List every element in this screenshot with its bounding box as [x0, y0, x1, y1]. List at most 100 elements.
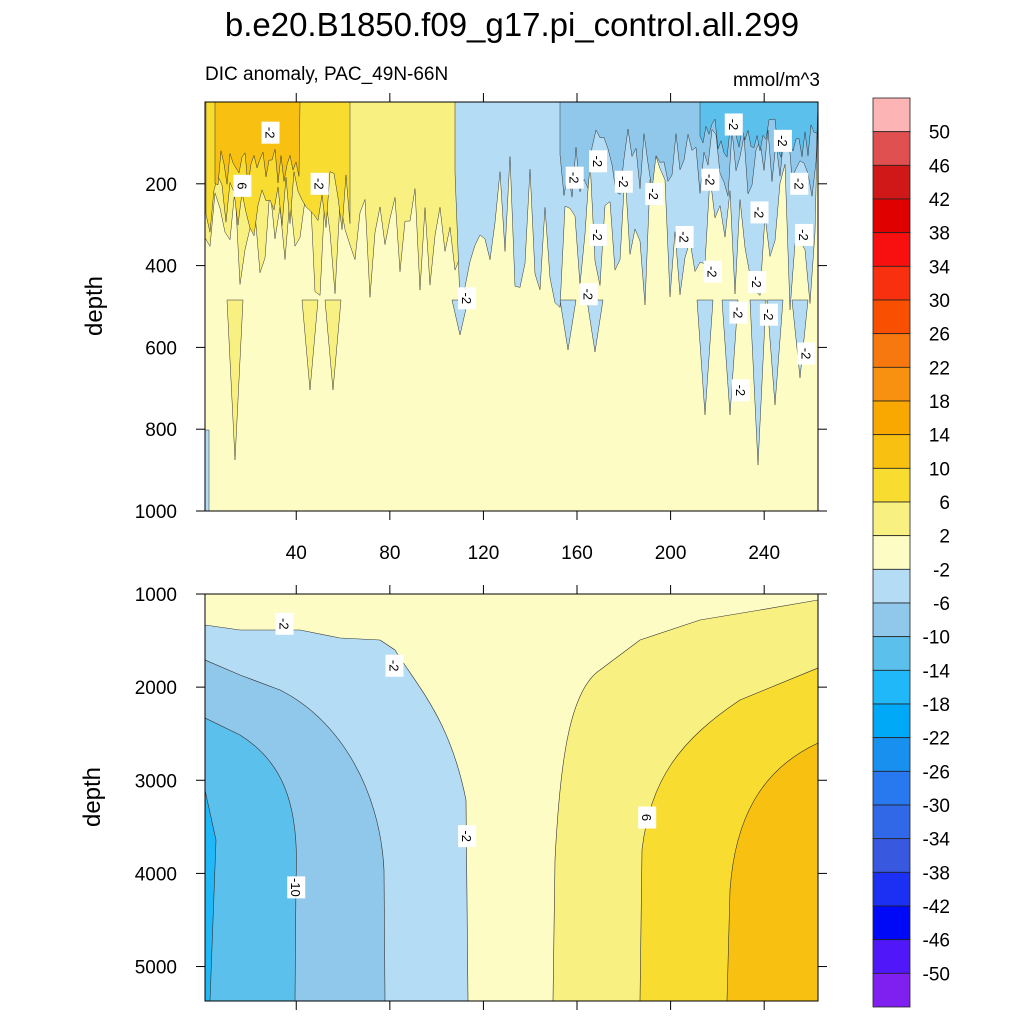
contour-label-text: -2: [459, 293, 474, 305]
colorbar-label: 26: [929, 325, 950, 346]
contour-label-text: -2: [705, 266, 720, 278]
colorbar-swatch: [872, 232, 911, 267]
y-tick-label: 4000: [135, 864, 177, 885]
contour-label: -2: [797, 342, 816, 365]
colorbar-label: 38: [929, 224, 950, 245]
contour-label: -2: [579, 283, 598, 306]
colorbar-swatch: [872, 164, 911, 200]
colorbar-label: -14: [923, 661, 951, 682]
contour-label-box: [589, 223, 608, 246]
lower-panel: 1000 2000 3000 4000 5000 depth -2 -2 -2 -10 6: [79, 585, 827, 1010]
colorbar-swatch: [872, 804, 911, 840]
contour-label-box: [797, 342, 816, 365]
upper-edge-anomaly: [205, 429, 210, 511]
contour-label: -2: [385, 654, 404, 677]
upper-spike: [226, 299, 244, 461]
contour-label-text: -2: [277, 618, 292, 630]
upper-spike: [766, 299, 784, 406]
contour-label: -2: [701, 168, 720, 191]
contour-label-box: [759, 303, 778, 326]
colorbar-label: 50: [929, 123, 950, 144]
colorbar-label: -2: [933, 560, 950, 581]
contour-label-text: -2: [387, 660, 402, 672]
y-tick-label: 1000: [135, 585, 177, 606]
contour-label: 6: [233, 174, 252, 197]
colorbar-swatch: [872, 871, 911, 907]
contour-label-text: 6: [234, 182, 249, 189]
colorbar-swatch: [872, 333, 911, 368]
colorbar-label: 14: [929, 426, 951, 447]
upper-contour-fill: [205, 102, 818, 511]
contour-label-box: [385, 654, 404, 677]
contour-label-box: [703, 260, 722, 283]
contour-label: -2: [675, 225, 694, 248]
chart-units-label: mmol/m^3: [733, 70, 820, 91]
contour-label-text: -2: [761, 309, 776, 321]
contour-label-text: -2: [567, 172, 582, 184]
contour-label-text: -2: [791, 178, 806, 190]
contour-label: -2: [773, 129, 792, 152]
contour-label: -2: [790, 172, 809, 195]
y-tick-label: 200: [145, 175, 177, 196]
contour-label-text: -2: [459, 830, 474, 842]
contour-label-box: [287, 876, 306, 899]
colorbar-swatch: [872, 602, 911, 638]
contour-label-box: [773, 129, 792, 152]
colorbar-swatch: [872, 501, 911, 537]
colorbar-label: -6: [933, 594, 950, 615]
colorbar-swatch: [872, 905, 911, 941]
contour-label-text: -2: [590, 156, 605, 168]
colorbar-label: -26: [923, 762, 950, 783]
colorbar-label: -10: [923, 628, 950, 649]
contour-label: -2: [614, 170, 633, 193]
chart-subtitle-left: DIC anomaly, PAC_49N-66N: [205, 64, 448, 85]
contour-label: -2: [759, 303, 778, 326]
colorbar-swatch: [872, 299, 911, 335]
contour-label-text: -2: [590, 229, 605, 241]
contour-label-text: -2: [581, 288, 596, 300]
colorbar-label: 46: [929, 156, 950, 177]
contour-label-text: -2: [726, 119, 741, 131]
contour-label-box: [724, 113, 743, 136]
y-tick-label: 400: [145, 257, 177, 278]
colorbar-label: 18: [929, 392, 950, 413]
x-tick-label: 120: [468, 543, 500, 564]
contour-label: -2: [794, 223, 813, 246]
contour-label-text: -2: [798, 348, 813, 360]
contour-label-box: [729, 301, 748, 324]
colorbar-swatch: [872, 770, 911, 806]
colorbar-label: 34: [929, 257, 951, 278]
colorbar-label: -30: [923, 796, 950, 817]
colorbar-swatch: [872, 669, 911, 705]
contour-label-text: -2: [263, 127, 278, 139]
contour-label: -2: [750, 201, 769, 224]
contour-label-text: -2: [733, 385, 748, 397]
contour-label: -2: [731, 379, 750, 402]
colorbar-swatch: [872, 703, 911, 739]
x-tick-label: 40: [286, 543, 307, 564]
contour-label: -2: [458, 825, 477, 848]
colorbar-swatch: [872, 131, 911, 166]
contour-label: -2: [729, 301, 748, 324]
colorbar-label: 10: [929, 459, 950, 480]
contour-label-box: [731, 379, 750, 402]
contour-label: -2: [589, 150, 608, 173]
upper-y-axis-label: depth: [81, 276, 108, 336]
contour-label-box: [565, 166, 584, 189]
contour-label-box: [701, 168, 720, 191]
colorbar-swatch: [872, 737, 911, 772]
x-tick-label: 160: [561, 543, 593, 564]
upper-spike: [791, 299, 809, 379]
upper-contour-labels: -26 -2-2-2-2-2-2-2-2-2-2-2-2-2-2-2-2-2-2-…: [233, 113, 816, 402]
upper-spike: [749, 299, 767, 466]
contour-label-box: [645, 183, 664, 206]
contour-label-box: [794, 223, 813, 246]
colorbar-swatch: [872, 535, 911, 570]
contour-label: -2: [275, 612, 294, 635]
colorbar-label: -38: [923, 863, 950, 884]
colorbar-label: -22: [923, 729, 950, 750]
colorbar-label: -42: [923, 897, 950, 918]
colorbar-swatch: [872, 972, 911, 1008]
colorbar-swatch: [872, 939, 911, 974]
colorbar-swatch: [872, 400, 911, 436]
